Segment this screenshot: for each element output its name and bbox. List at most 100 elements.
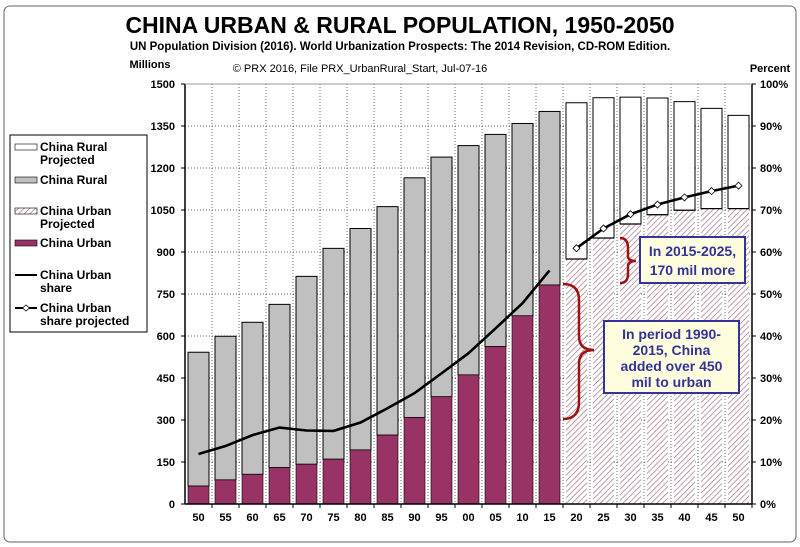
legend-label: China Urban xyxy=(40,301,111,315)
bar-urban xyxy=(484,346,507,505)
annotation-text: added over 450 xyxy=(621,358,723,374)
y2-tick-label: 80% xyxy=(760,163,782,175)
bar-rural-projected xyxy=(565,102,588,260)
bar-rural xyxy=(457,145,480,376)
x-tick-label: 15 xyxy=(543,512,555,524)
x-tick-label: 65 xyxy=(273,512,285,524)
share-projected-marker xyxy=(599,224,608,233)
share-projected-marker xyxy=(572,244,581,253)
y-tick-label: 600 xyxy=(157,331,175,343)
bar-rural xyxy=(538,110,561,286)
legend-label-line2: Projected xyxy=(40,217,95,231)
y2-tick-label: 0% xyxy=(760,499,776,511)
bar-rural xyxy=(484,133,507,348)
legend-label: China Rural xyxy=(40,173,107,187)
bar-urban xyxy=(403,417,426,505)
legend-swatch xyxy=(14,143,38,151)
x-tick-label: 30 xyxy=(624,512,636,524)
x-tick-label: 90 xyxy=(408,512,420,524)
share-projected-marker xyxy=(680,193,689,202)
bar-rural xyxy=(295,275,318,465)
legend-label: China Urban xyxy=(40,268,111,282)
x-tick-label: 25 xyxy=(597,512,609,524)
annotation-frame xyxy=(639,236,746,284)
bar-urban xyxy=(457,374,480,505)
y2-tick-label: 30% xyxy=(760,373,782,385)
y-tick-label: 300 xyxy=(157,415,175,427)
legend-label: China Rural xyxy=(40,140,107,154)
y2-tick-label: 70% xyxy=(760,205,782,217)
bar-rural-projected xyxy=(592,97,615,239)
x-tick-label: 55 xyxy=(219,512,231,524)
bar-rural-projected xyxy=(646,97,669,216)
brace-2015-2025 xyxy=(619,236,637,285)
bar-rural xyxy=(268,303,291,469)
y2-tick-label: 20% xyxy=(760,415,782,427)
annotation-box-1: In 2015-2025, 170 mil more xyxy=(639,236,746,284)
bar-urban xyxy=(376,434,399,505)
legend-label-line2: Projected xyxy=(40,153,95,167)
x-tick-label: 45 xyxy=(705,512,717,524)
y2-axis-label: Percent xyxy=(750,63,791,75)
bar-rural xyxy=(430,156,453,398)
bar-rural-projected xyxy=(619,96,642,225)
x-tick-label: 70 xyxy=(300,512,312,524)
bar-rural xyxy=(349,227,372,451)
y2-tick-label: 50% xyxy=(760,289,782,301)
bar-urban xyxy=(538,284,561,505)
bar-urban xyxy=(349,449,372,505)
y-tick-label: 750 xyxy=(157,289,175,301)
annotation-text: In 2015-2025, xyxy=(649,243,736,259)
bar-rural xyxy=(187,351,210,487)
x-tick-label: 85 xyxy=(381,512,393,524)
bar-rural xyxy=(376,206,399,436)
annotation-text: 2015, China xyxy=(633,342,711,358)
bar-urban xyxy=(268,467,291,505)
share-projected-marker xyxy=(707,187,716,196)
legend-label: China Urban xyxy=(40,204,111,218)
y-tick-label: 1350 xyxy=(151,121,175,133)
x-tick-label: 75 xyxy=(327,512,339,524)
bar-rural-projected xyxy=(727,114,750,210)
x-tick-label: 95 xyxy=(435,512,447,524)
annotation-text: mil to urban xyxy=(631,374,711,390)
x-tick-label: 60 xyxy=(246,512,258,524)
x-tick-label: 35 xyxy=(651,512,663,524)
bar-urban xyxy=(187,485,210,505)
legend-marker-swatch xyxy=(21,304,31,312)
y-tick-label: 900 xyxy=(157,247,175,259)
x-tick-label: 50 xyxy=(192,512,204,524)
bar-urban xyxy=(241,474,264,505)
y-axis-label: Millions xyxy=(130,59,171,71)
bar-rural xyxy=(241,321,264,475)
x-tick-label: 50 xyxy=(732,512,744,524)
x-tick-label: 20 xyxy=(570,512,582,524)
brace-1990-2015 xyxy=(562,282,595,421)
annotation-frame xyxy=(603,320,740,394)
bar-urban xyxy=(214,479,237,505)
legend-box xyxy=(9,134,148,333)
x-tick-label: 05 xyxy=(489,512,501,524)
chart-credit: © PRX 2016, File PRX_UrbanRural_Start, J… xyxy=(233,63,488,75)
share-projected-marker xyxy=(626,210,635,219)
legend-label-line2: share projected xyxy=(40,314,129,328)
y-tick-label: 450 xyxy=(157,373,175,385)
y2-tick-label: 90% xyxy=(760,121,782,133)
y2-tick-label: 10% xyxy=(760,457,782,469)
bar-urban xyxy=(295,463,318,505)
y2-tick-label: 100% xyxy=(760,79,788,91)
share-projected-marker xyxy=(734,181,743,190)
x-tick-label: 80 xyxy=(354,512,366,524)
y-tick-label: 1500 xyxy=(151,79,175,91)
bar-rural xyxy=(511,122,534,317)
legend-label: China Urban xyxy=(40,236,111,250)
bar-urban xyxy=(511,315,534,505)
bar-rural xyxy=(403,177,426,418)
y2-tick-label: 60% xyxy=(760,247,782,259)
share-projected-marker xyxy=(653,200,662,209)
